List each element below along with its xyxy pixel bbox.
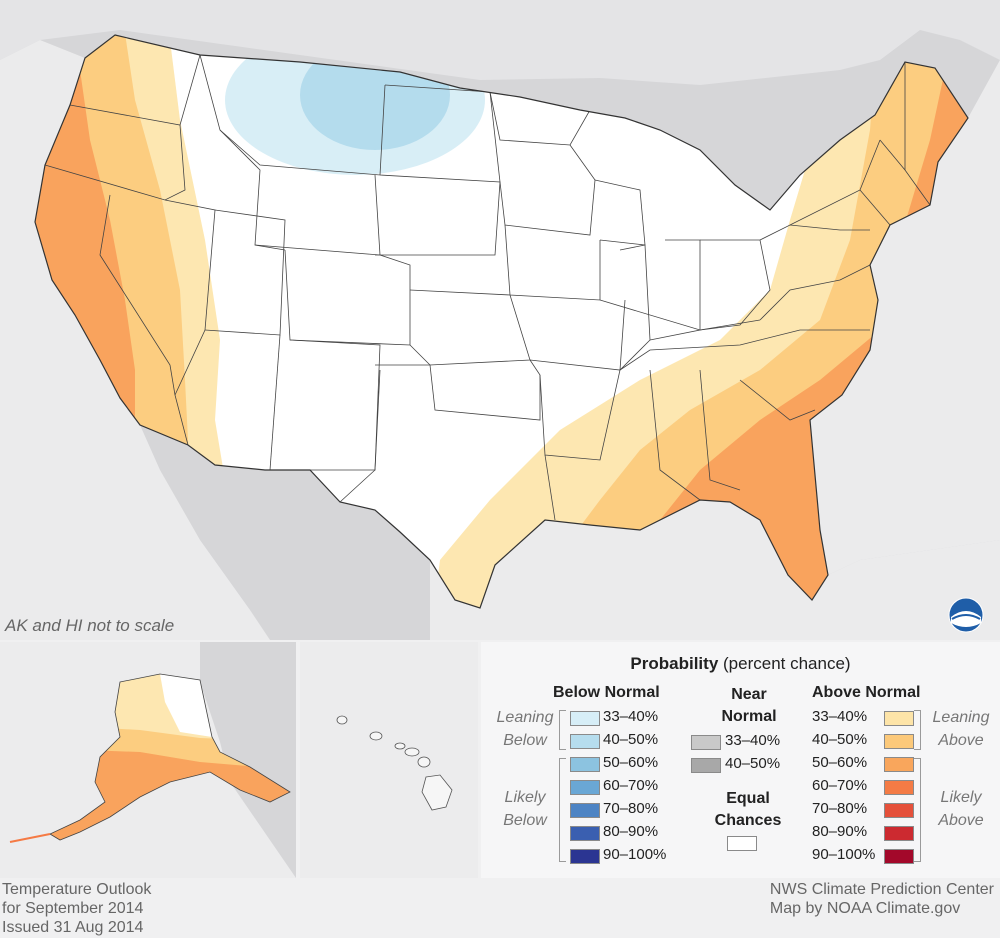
atlantic-ocean xyxy=(810,60,1000,575)
outlook-title: Temperature Outlook xyxy=(2,881,152,898)
leaning-below-label: Leaning Below xyxy=(496,709,554,749)
credit-climate-gov: Map by NOAA Climate.gov xyxy=(769,900,961,917)
below-swatch-4 xyxy=(570,803,600,818)
below-swatch-1 xyxy=(570,734,600,749)
below-label-3: 60–70% xyxy=(603,777,659,794)
above-normal-heading: Above Normal xyxy=(812,684,921,701)
above-label-2: 50–60% xyxy=(812,754,868,771)
west-above-50-60 xyxy=(35,35,135,470)
footer-right: NWS Climate Prediction Center Map by NOA… xyxy=(770,880,994,918)
below-label-4: 70–80% xyxy=(603,800,659,817)
equal-chances-swatch xyxy=(727,836,757,851)
below-label-1: 40–50% xyxy=(603,731,659,748)
above-label-3: 60–70% xyxy=(812,777,868,794)
legend: Probability (percent chance) Below Norma… xyxy=(481,642,1000,878)
below-swatch-3 xyxy=(570,780,600,795)
credit-cpc: NWS Climate Prediction Center xyxy=(769,881,994,898)
below-label-0: 33–40% xyxy=(603,708,659,725)
noaa-logo-icon xyxy=(948,597,984,633)
below-swatch-0 xyxy=(570,711,600,726)
footer-left: Temperature Outlook for September 2014 I… xyxy=(2,880,151,937)
leaning-above-label: Leaning Above xyxy=(932,709,990,749)
gulf-of-mexico xyxy=(430,500,1000,640)
above-swatch-5 xyxy=(884,826,914,841)
above-label-4: 70–80% xyxy=(812,800,868,817)
conus-map xyxy=(0,0,1000,640)
state-boundaries xyxy=(44,54,931,521)
above-label-0: 33–40% xyxy=(812,708,868,725)
near-normal-heading: Near Normal xyxy=(721,686,777,725)
below-label-2: 50–60% xyxy=(603,754,659,771)
likely-above-label: Likely Above xyxy=(938,789,984,829)
below-swatch-2 xyxy=(570,757,600,772)
above-swatch-0 xyxy=(884,711,914,726)
near-label-1: 40–50% xyxy=(725,755,781,772)
outlook-period: for September 2014 xyxy=(2,900,144,917)
alaska-inset xyxy=(0,642,296,878)
below-swatch-5 xyxy=(570,826,600,841)
near-label-0: 33–40% xyxy=(725,732,781,749)
scale-note: AK and HI not to scale xyxy=(5,616,175,635)
hawaii-inset xyxy=(300,642,478,878)
below-swatch-6 xyxy=(570,849,600,864)
pacific-ocean xyxy=(0,40,270,640)
equal-chances-heading: Equal Chances xyxy=(714,790,782,829)
above-swatch-2 xyxy=(884,757,914,772)
above-swatch-4 xyxy=(884,803,914,818)
canada-landmass xyxy=(0,0,1000,85)
below-label-6: 90–100% xyxy=(603,846,667,863)
likely-below-label: Likely Below xyxy=(503,789,547,829)
above-swatch-6 xyxy=(884,849,914,864)
issue-date: Issued 31 Aug 2014 xyxy=(2,919,144,936)
legend-title: Probability (percent chance) xyxy=(630,654,851,673)
near-swatch-0 xyxy=(691,735,721,750)
above-label-1: 40–50% xyxy=(812,731,868,748)
below-normal-heading: Below Normal xyxy=(553,684,660,701)
above-label-5: 80–90% xyxy=(812,823,868,840)
near-swatch-1 xyxy=(691,758,721,773)
above-swatch-3 xyxy=(884,780,914,795)
below-label-5: 80–90% xyxy=(603,823,659,840)
above-swatch-1 xyxy=(884,734,914,749)
above-label-6: 90–100% xyxy=(812,846,876,863)
